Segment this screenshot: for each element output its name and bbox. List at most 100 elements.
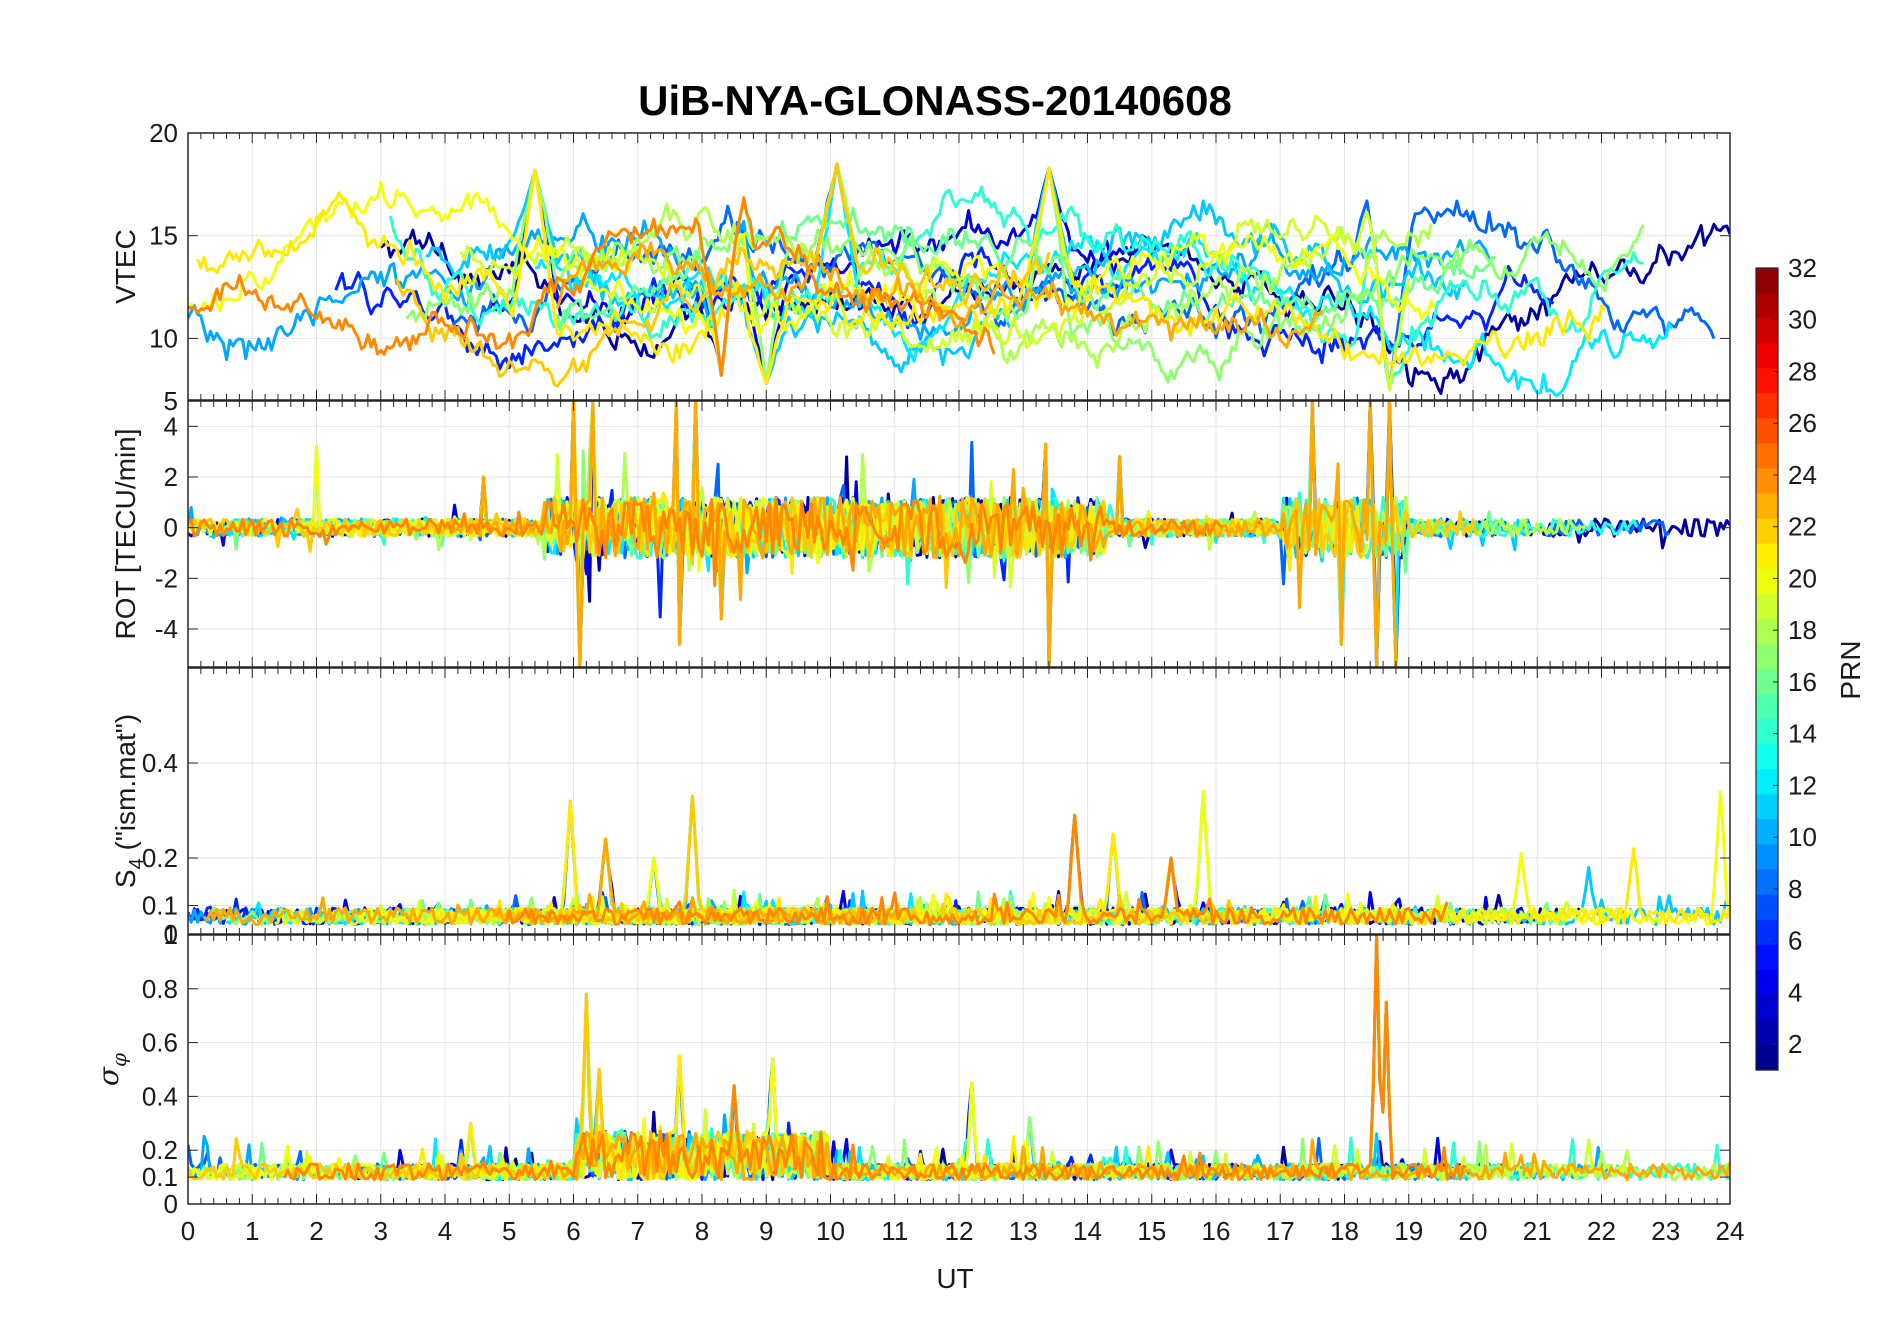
colorbar-swatch	[1756, 894, 1778, 921]
series-prn-24	[188, 497, 1224, 588]
colorbar-swatch	[1756, 643, 1778, 670]
x-tick-label: 21	[1523, 1216, 1552, 1246]
colorbar-swatch	[1756, 468, 1778, 495]
y-tick-label: 0.4	[142, 1081, 178, 1111]
colorbar-swatch	[1756, 794, 1778, 820]
x-tick-label: 9	[759, 1216, 773, 1246]
colorbar-swatch	[1756, 568, 1778, 595]
colorbar-swatch	[1756, 268, 1778, 294]
colorbar-tick-label: 28	[1788, 356, 1817, 386]
x-tick-label: 20	[1459, 1216, 1488, 1246]
series-group	[188, 935, 1730, 1182]
series-prn-24	[283, 935, 1467, 1182]
x-tick-label: 22	[1587, 1216, 1616, 1246]
y-tick-label: 15	[149, 221, 178, 251]
series-prn-24	[504, 813, 1449, 926]
panel-1: 10 15 20 VTEC	[110, 118, 1731, 401]
colorbar-tick-label: 2	[1788, 1029, 1802, 1059]
x-tick-label: 0	[181, 1216, 195, 1246]
colorbar-swatch	[1756, 318, 1778, 344]
colorbar-tick-label: 12	[1788, 770, 1817, 800]
colorbar-swatch	[1756, 969, 1778, 996]
colorbar-swatch	[1756, 518, 1778, 545]
colorbar-swatch	[1756, 819, 1778, 846]
y-axis-label: VTEC	[110, 229, 141, 304]
y-tick-label: 0.1	[142, 891, 178, 921]
colorbar-swatch	[1756, 593, 1778, 620]
series-prn-19	[188, 935, 1632, 1182]
x-tick-label: 12	[945, 1216, 974, 1246]
series-group	[188, 790, 1730, 926]
y-tick-label: 0.1	[142, 1162, 178, 1192]
y-tick-label: 0.8	[142, 974, 178, 1004]
colorbar-swatch	[1756, 293, 1778, 319]
x-tick-label: 6	[566, 1216, 580, 1246]
x-tick-label: 7	[631, 1216, 645, 1246]
x-tick-label: 18	[1330, 1216, 1359, 1246]
series-prn-23	[555, 241, 1324, 349]
colorbar-tick-label: 20	[1788, 563, 1817, 593]
colorbar-swatch	[1756, 694, 1778, 720]
colorbar-swatch	[1756, 418, 1778, 445]
series-prn-24	[188, 196, 996, 377]
colorbar-swatch	[1756, 543, 1778, 570]
colorbar-tick-label: 30	[1788, 305, 1817, 335]
colorbar-swatch	[1756, 618, 1778, 645]
y-tick-label: 2	[164, 462, 178, 492]
colorbar-swatch	[1756, 844, 1778, 871]
colorbar-tick-label: 8	[1788, 874, 1802, 904]
y-tick-label: 0.6	[142, 1028, 178, 1058]
x-tick-label: 2	[309, 1216, 323, 1246]
colorbar-swatch	[1756, 1044, 1778, 1071]
series-prn-22	[188, 992, 829, 1181]
colorbar-tick-label: 4	[1788, 977, 1802, 1007]
y-tick-label: 0	[164, 1189, 178, 1219]
series-prn-20	[188, 181, 1436, 377]
panel-3: 0.1 0.2 0.4 0 S4 ("ism.mat")	[110, 667, 1731, 949]
series-group	[188, 162, 1730, 398]
y-axis-label: S4 ("ism.mat")	[110, 714, 148, 888]
y-tick-label: 1	[164, 920, 178, 950]
y-tick-label: 0	[164, 919, 178, 949]
colorbar-tick-label: 32	[1788, 253, 1817, 283]
y-tick-label: 20	[149, 118, 178, 148]
colorbar-swatch	[1756, 493, 1778, 520]
colorbar-swatch	[1756, 719, 1778, 745]
x-tick-label: 13	[1009, 1216, 1038, 1246]
x-tick-label: 15	[1137, 1216, 1166, 1246]
colorbar-tick-label: 6	[1788, 926, 1802, 956]
colorbar-swatch	[1756, 393, 1778, 419]
colorbar-swatch	[1756, 994, 1778, 1021]
x-tick-label: 14	[1073, 1216, 1102, 1246]
series-prn-22	[395, 162, 1051, 388]
x-tick-label: 24	[1716, 1216, 1745, 1246]
x-tick-label: 10	[816, 1216, 845, 1246]
colorbar-swatch	[1756, 744, 1778, 770]
colorbar-frame	[1755, 267, 1779, 1071]
x-tick-label: 1	[245, 1216, 259, 1246]
x-axis-label: UT	[936, 1263, 973, 1294]
colorbar-tick-label: 16	[1788, 667, 1817, 697]
x-tick-label: 5	[502, 1216, 516, 1246]
colorbar-tick-label: 14	[1788, 719, 1817, 749]
y-tick-label: 10	[149, 323, 178, 353]
colorbar-swatch	[1756, 944, 1778, 971]
y-tick-label: 0.2	[142, 1135, 178, 1165]
y-tick-label: 4	[164, 411, 178, 441]
colorbar-swatch	[1756, 919, 1778, 946]
x-tick-label: 11	[881, 1216, 908, 1246]
series-group	[188, 401, 1730, 667]
x-tick-label: 4	[438, 1216, 452, 1246]
x-tick-label: 19	[1394, 1216, 1423, 1246]
colorbar-tick-label: 22	[1788, 512, 1817, 542]
series-prn-23	[203, 837, 900, 926]
x-tick-label: 23	[1651, 1216, 1680, 1246]
series-prn-4	[382, 935, 1497, 1182]
colorbar-swatch	[1756, 343, 1778, 369]
colorbar-tick-label: 24	[1788, 460, 1817, 490]
x-tick-label: 3	[374, 1216, 388, 1246]
series-prn-19	[459, 210, 1411, 392]
